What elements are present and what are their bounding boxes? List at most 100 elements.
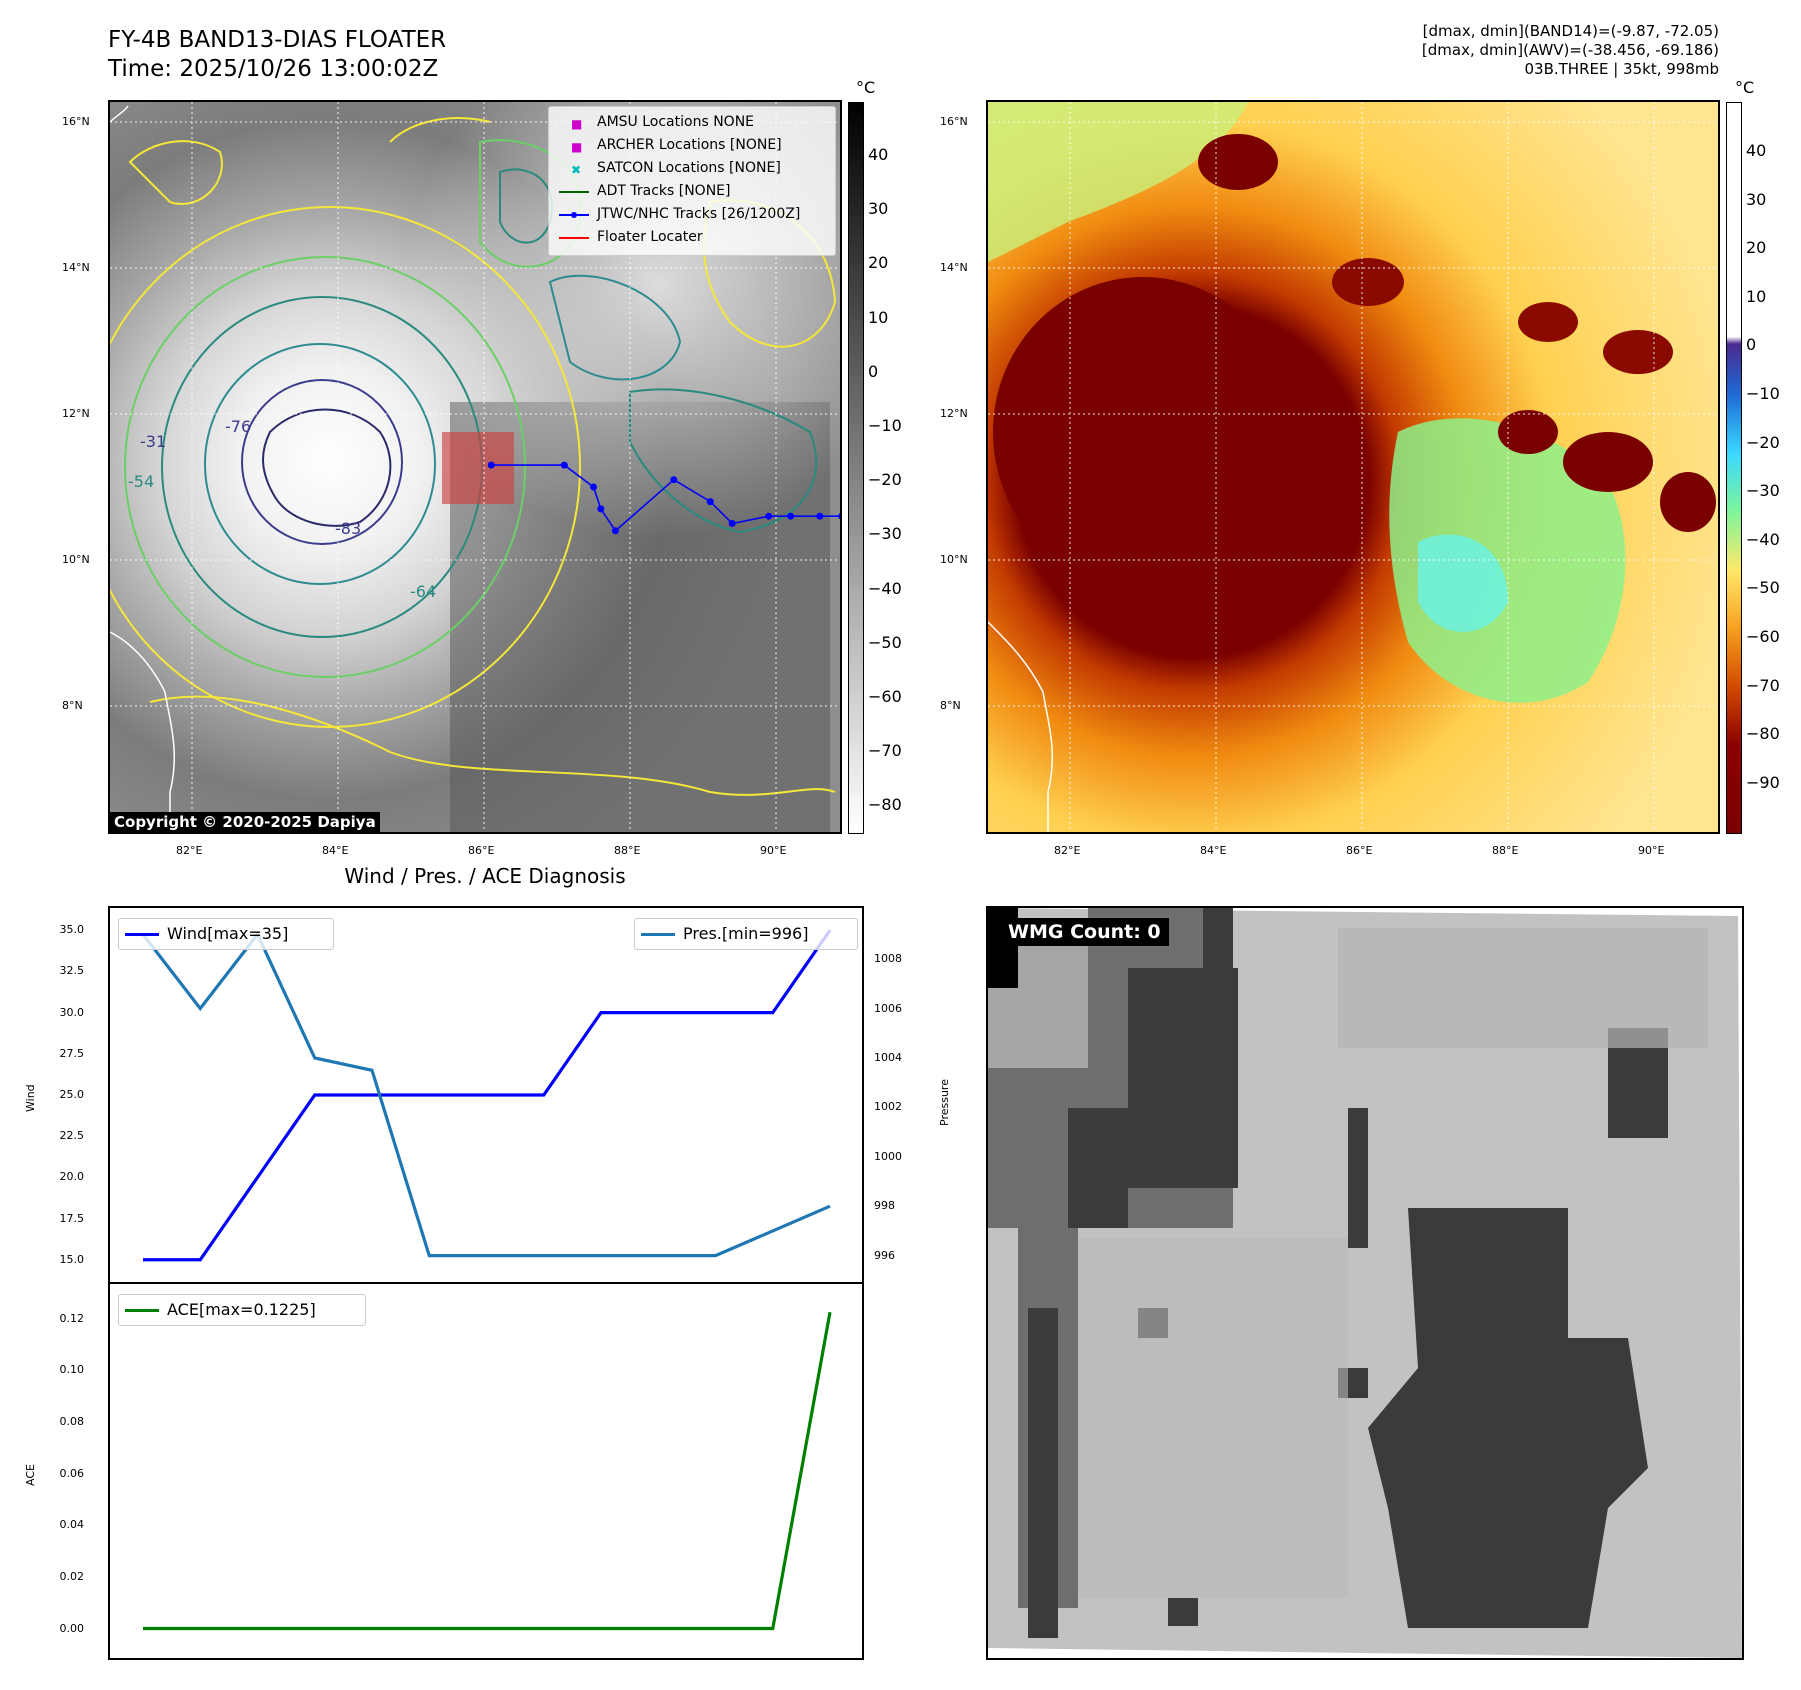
wv-cbar-tick: 10 xyxy=(1746,286,1767,306)
ir-cbar-tick: −30 xyxy=(868,524,902,544)
ir-cbar-tick: −80 xyxy=(868,795,902,815)
wv-cbar-tick: 40 xyxy=(1746,141,1767,160)
ir-cbar-tick: −10 xyxy=(868,416,902,435)
lon-label-wv: 84°E xyxy=(1200,844,1227,857)
lat-label-ir: 12°N xyxy=(62,407,90,420)
wv-cbar-unit: °C xyxy=(1735,78,1755,97)
wv-cbar-tick: 0 xyxy=(1746,335,1757,355)
wind-ylabel: Wind xyxy=(24,1084,37,1112)
lat-label-wv: 16°N xyxy=(940,115,968,128)
track-point xyxy=(728,520,736,527)
ace-tick: 0.00 xyxy=(59,1621,85,1635)
wind-tick: 35.0 xyxy=(59,923,85,937)
track-point xyxy=(597,505,605,513)
ace-tick: 0.10 xyxy=(59,1363,85,1377)
ir-cbar-tick: −40 xyxy=(868,578,902,598)
ace-tick: 0.04 xyxy=(59,1518,85,1532)
contour-label: -64 xyxy=(410,582,436,601)
track-point xyxy=(487,461,495,469)
wv-map xyxy=(988,102,1718,832)
legend-item: ■ AMSU Locations NONE xyxy=(557,113,827,133)
wind-tick: 20.0 xyxy=(59,1170,85,1184)
pres-tick: 1008 xyxy=(874,952,902,966)
location-marker-icon: ■ xyxy=(571,140,583,154)
wv-cbar-tick: 20 xyxy=(1746,238,1767,258)
pres-tick: 996 xyxy=(874,1248,895,1262)
wind-tick: 25.0 xyxy=(59,1088,85,1101)
lon-label-ir: 86°E xyxy=(468,844,495,857)
pres-tick: 1006 xyxy=(874,1001,902,1015)
lat-label-ir: 8°N xyxy=(62,699,83,712)
track-point xyxy=(590,483,597,491)
ace-ylabel: ACE xyxy=(24,1464,37,1486)
track-point xyxy=(611,527,619,535)
copyright-badge: Copyright © 2020-2025 Dapiya xyxy=(110,812,380,832)
legend-label: ARCHER Locations [NONE] xyxy=(597,137,782,153)
ir-map-panel: -31 -54 -64 -76 -83 ■ AMSU Locations NONE… xyxy=(108,100,842,834)
pres-legend: Pres.[min=996] xyxy=(634,918,858,950)
ir-cbar-tick: −70 xyxy=(868,741,902,761)
wind-pres-chart xyxy=(141,929,832,1262)
lat-label-wv: 14°N xyxy=(940,261,968,274)
location-marker-icon: ■ xyxy=(571,117,583,131)
lon-label-wv: 86°E xyxy=(1346,844,1373,857)
ir-cbar-tick: 0 xyxy=(868,361,879,381)
contour-label: -83 xyxy=(335,519,361,538)
wmg-panel: WMG Count: 0 xyxy=(986,906,1744,1660)
wind-tick: 15.0 xyxy=(59,1252,85,1266)
pres-legend-label: Pres.[min=996] xyxy=(683,924,809,943)
wv-cbar-tick: −20 xyxy=(1746,432,1780,452)
legend-item: ADT Tracks [NONE] xyxy=(557,182,827,202)
ir-cbar-tick: −20 xyxy=(868,470,902,490)
wind-tick: 17.5 xyxy=(59,1211,85,1225)
lat-label-ir: 16°N xyxy=(62,115,90,128)
wv-cbar-tick: −90 xyxy=(1746,772,1780,792)
info-line-2: [dmax, dmin](AWV)=(-38.456, -69.186) xyxy=(1421,41,1719,59)
wind-legend: Wind[max=35] xyxy=(118,918,334,950)
wind-series-line xyxy=(143,929,832,1262)
wv-cbar-tick: −80 xyxy=(1746,724,1780,744)
legend-label: AMSU Locations NONE xyxy=(597,114,755,130)
title-line-1: FY-4B BAND13-DIAS FLOATER xyxy=(108,27,447,53)
wind-legend-label: Wind[max=35] xyxy=(167,924,289,943)
lon-label-wv: 90°E xyxy=(1638,844,1665,857)
legend-line xyxy=(559,191,589,193)
legend-label: ADT Tracks [NONE] xyxy=(597,183,731,199)
ir-cbar-tick: −50 xyxy=(868,632,902,652)
lon-label-wv: 82°E xyxy=(1054,844,1081,857)
ir-colorbar xyxy=(848,102,864,834)
floater-locater-box xyxy=(442,432,514,504)
wv-cbar-tick: −60 xyxy=(1746,627,1780,646)
legend-item: Floater Locater xyxy=(557,228,827,248)
wv-cbar-tick: −30 xyxy=(1746,481,1780,501)
pres-ylabel: Pressure xyxy=(938,1079,951,1126)
lat-label-wv: 10°N xyxy=(940,553,968,566)
ace-tick: 0.08 xyxy=(59,1414,85,1428)
wind-legend-line xyxy=(125,933,159,936)
ir-cbar-tick: 10 xyxy=(868,307,889,327)
pres-legend-line xyxy=(641,933,675,936)
lon-label-ir: 88°E xyxy=(614,844,641,857)
contour-label: -31 xyxy=(140,432,166,451)
lat-label-wv: 8°N xyxy=(940,699,961,712)
ace-tick: 0.06 xyxy=(59,1466,85,1480)
track-point xyxy=(765,512,773,520)
wv-cbar-tick: −50 xyxy=(1746,578,1780,598)
wv-cbar-tick: −70 xyxy=(1746,675,1780,695)
pres-tick: 998 xyxy=(874,1199,895,1213)
wv-map-panel xyxy=(986,100,1720,834)
info-line-1: [dmax, dmin](BAND14)=(-9.87, -72.05) xyxy=(1422,22,1719,40)
ace-tick: 0.12 xyxy=(59,1311,85,1325)
wind-tick: 22.5 xyxy=(59,1129,85,1143)
ace-legend-label: ACE[max=0.1225] xyxy=(167,1300,316,1319)
diag-title: Wind / Pres. / ACE Diagnosis xyxy=(344,864,626,888)
contour-label: -76 xyxy=(225,417,251,436)
ir-cbar-tick: 30 xyxy=(868,199,889,219)
pres-tick: 1002 xyxy=(874,1100,902,1114)
ir-cbar-tick: 40 xyxy=(868,145,889,164)
legend-line xyxy=(559,237,589,239)
track-point xyxy=(670,476,678,484)
legend-dot xyxy=(571,212,577,218)
ace-legend-line xyxy=(125,1309,159,1312)
jtwc-track xyxy=(487,461,840,535)
